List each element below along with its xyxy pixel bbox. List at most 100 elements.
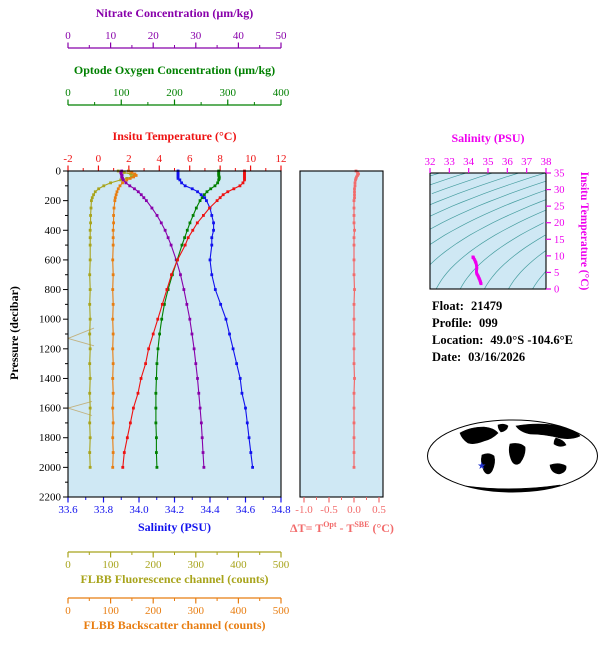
fluorescence-axis-title: FLBB Fluorescence channel (counts): [80, 572, 269, 586]
svg-text:600: 600: [45, 254, 62, 266]
svg-text:5: 5: [554, 268, 559, 279]
svg-text:36: 36: [502, 156, 514, 168]
svg-text:32: 32: [425, 156, 436, 168]
svg-text:37: 37: [521, 156, 533, 168]
svg-text:400: 400: [273, 87, 290, 99]
land-mass: [515, 423, 581, 439]
float-info-row: Date: 03/16/2026: [432, 350, 573, 365]
svg-text:15: 15: [554, 235, 565, 246]
land-mass: [508, 443, 526, 465]
svg-text:2200: 2200: [39, 492, 62, 504]
svg-text:0: 0: [56, 166, 62, 178]
ts-salinity-title: Salinity (PSU): [451, 131, 525, 145]
svg-text:6: 6: [187, 153, 193, 165]
delta-t-plot: -1.0 -0.5 0.0 0.5: [295, 169, 386, 516]
svg-text:30: 30: [190, 30, 202, 42]
svg-text:400: 400: [45, 225, 62, 237]
land-mass: [481, 453, 495, 475]
svg-text:0: 0: [65, 87, 71, 99]
svg-text:34.8: 34.8: [271, 504, 291, 516]
land-mass: [553, 437, 567, 447]
svg-text:200: 200: [145, 559, 162, 571]
svg-text:2: 2: [126, 153, 132, 165]
svg-text:200: 200: [145, 605, 162, 617]
float-info-row: Location: 49.0°S -104.6°E: [432, 333, 573, 348]
float-location-marker: ★: [477, 461, 486, 472]
svg-text:1800: 1800: [39, 432, 62, 444]
svg-text:0.0: 0.0: [347, 504, 361, 516]
pressure-axis-label: Pressure (decibar): [7, 286, 21, 380]
svg-text:8: 8: [217, 153, 223, 165]
svg-text:2000: 2000: [39, 462, 62, 474]
ts-temperature-label: Insitu Temperature (°C): [578, 171, 590, 291]
svg-text:0: 0: [65, 605, 71, 617]
svg-text:34.6: 34.6: [236, 504, 256, 516]
svg-text:20: 20: [148, 30, 160, 42]
svg-text:35: 35: [483, 156, 495, 168]
svg-text:100: 100: [113, 87, 130, 99]
delta-t-title-sup: SBE: [354, 520, 370, 529]
salinity-axis-title: Salinity (PSU): [137, 520, 211, 534]
date-label: Date:: [432, 350, 462, 364]
backscatter-axis-title: FLBB Backscatter channel (counts): [83, 618, 266, 632]
svg-text:400: 400: [230, 605, 247, 617]
svg-text:300: 300: [220, 87, 237, 99]
svg-text:50: 50: [276, 30, 288, 42]
location-label: Location:: [432, 333, 484, 347]
svg-text:200: 200: [45, 195, 62, 207]
svg-text:38: 38: [541, 156, 553, 168]
svg-text:0: 0: [554, 285, 559, 296]
svg-text:20: 20: [554, 218, 565, 229]
profile-value: 099: [479, 316, 498, 330]
float-info: Float: 21479 Profile: 099 Location: 49.0°S …: [432, 299, 573, 367]
svg-text:34: 34: [463, 156, 475, 168]
svg-text:34.2: 34.2: [165, 504, 184, 516]
svg-text:34.0: 34.0: [129, 504, 149, 516]
svg-text:★: ★: [477, 461, 486, 472]
svg-text:0: 0: [96, 153, 102, 165]
delta-t-title-part: - T: [336, 521, 355, 535]
svg-text:100: 100: [102, 559, 119, 571]
delta-t-title-part: (°C): [369, 521, 394, 535]
svg-text:500: 500: [273, 559, 290, 571]
svg-text:34.4: 34.4: [200, 504, 220, 516]
delta-t-axis-title: ΔT= TOpt - TSBE (°C): [278, 518, 406, 535]
svg-text:33.6: 33.6: [58, 504, 78, 516]
svg-text:-2: -2: [63, 153, 72, 165]
svg-text:10: 10: [554, 251, 565, 262]
svg-text:-1.0: -1.0: [295, 504, 313, 516]
ts-diagram: 32 33 34 35 36 37 38 0 5 10 15 20 25 30 35: [425, 156, 565, 296]
svg-text:4: 4: [157, 153, 163, 165]
svg-text:100: 100: [102, 605, 119, 617]
float-info-row: Profile: 099: [432, 316, 573, 331]
svg-text:10: 10: [105, 30, 117, 42]
oxygen-axis-title: Optode Oxygen Concentration (µm/kg): [73, 63, 276, 77]
temperature-axis-title: Insitu Temperature (°C): [112, 129, 237, 143]
svg-text:0: 0: [65, 559, 71, 571]
float-value: 21479: [470, 299, 503, 313]
svg-text:1000: 1000: [39, 314, 62, 326]
svg-text:300: 300: [188, 559, 205, 571]
svg-text:10: 10: [245, 153, 257, 165]
svg-text:1200: 1200: [39, 343, 62, 355]
svg-text:30: 30: [554, 185, 565, 196]
delta-t-title-sup: Opt: [323, 520, 337, 529]
svg-text:300: 300: [188, 605, 205, 617]
svg-text:12: 12: [276, 153, 287, 165]
svg-text:400: 400: [230, 559, 247, 571]
svg-text:1600: 1600: [39, 403, 62, 415]
float-label: Float:: [432, 299, 464, 313]
svg-text:0: 0: [65, 30, 71, 42]
world-map: [427, 419, 598, 493]
profile-label: Profile:: [432, 316, 473, 330]
svg-text:-0.5: -0.5: [320, 504, 338, 516]
svg-text:500: 500: [273, 605, 290, 617]
svg-text:33.8: 33.8: [94, 504, 114, 516]
svg-text:800: 800: [45, 284, 62, 296]
float-info-row: Float: 21479: [432, 299, 573, 314]
location-value: 49.0°S -104.6°E: [490, 333, 573, 347]
nitrate-axis-title: Nitrate Concentration (µm/kg): [95, 6, 254, 20]
delta-t-title-part: ΔT= T: [290, 521, 324, 535]
